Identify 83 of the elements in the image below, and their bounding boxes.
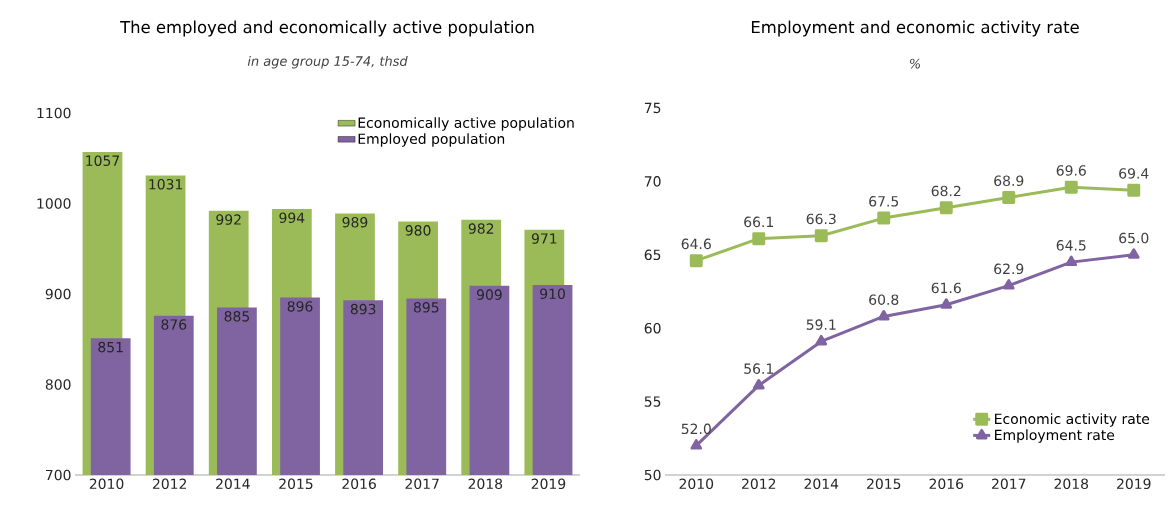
data-label: 910 bbox=[540, 288, 565, 300]
y-tick-label: 50 bbox=[644, 469, 661, 481]
data-label: 1031 bbox=[149, 178, 183, 190]
data-label: 992 bbox=[216, 214, 241, 225]
legend-label: Economically active population bbox=[358, 117, 574, 131]
data-label: 56.1 bbox=[744, 363, 773, 374]
x-tick-label: 2015 bbox=[279, 478, 313, 490]
data-label: 68.9 bbox=[994, 175, 1024, 187]
y-tick-label: 55 bbox=[644, 396, 661, 407]
x-tick-label: 2015 bbox=[867, 478, 901, 490]
data-label: 896 bbox=[287, 301, 313, 312]
data-label: 65.0 bbox=[1119, 232, 1149, 244]
x-tick-label: 2017 bbox=[992, 478, 1026, 490]
x-tick-label: 2019 bbox=[1117, 478, 1151, 490]
data-label: 62.9 bbox=[994, 263, 1024, 275]
y-tick-label: 1100 bbox=[37, 107, 71, 119]
y-tick-label: 1000 bbox=[37, 198, 71, 209]
point bbox=[1127, 248, 1140, 259]
point bbox=[1002, 279, 1015, 290]
data-label: 851 bbox=[98, 341, 123, 353]
chart-subtitle: in age group 15-74, thsd bbox=[247, 55, 408, 69]
point bbox=[1065, 255, 1078, 267]
point bbox=[940, 298, 953, 309]
legend-label: Economic activity rate bbox=[995, 413, 1150, 427]
chart-title: Employment and economic activity rate bbox=[751, 20, 1079, 37]
data-label: 61.6 bbox=[931, 282, 961, 294]
x-tick-label: 2012 bbox=[742, 478, 776, 490]
data-label: 876 bbox=[161, 319, 187, 330]
x-tick-label: 2016 bbox=[342, 478, 376, 490]
y-tick-label: 65 bbox=[644, 249, 661, 261]
data-label: 895 bbox=[413, 302, 439, 313]
data-label: 69.4 bbox=[1119, 168, 1149, 179]
chart-title: The employed and economically active population bbox=[120, 20, 534, 37]
data-label: 980 bbox=[405, 225, 431, 236]
x-tick-label: 2010 bbox=[679, 478, 714, 490]
data-label: 60.8 bbox=[869, 294, 899, 305]
data-label: 64.6 bbox=[681, 238, 711, 250]
data-label: 66.3 bbox=[806, 213, 836, 225]
x-tick-label: 2018 bbox=[468, 478, 503, 490]
data-label: 982 bbox=[468, 223, 494, 234]
y-tick-label: 75 bbox=[644, 102, 661, 114]
point bbox=[689, 254, 703, 268]
x-tick-label: 2014 bbox=[804, 478, 839, 490]
point bbox=[1127, 183, 1141, 197]
chart-subtitle: % bbox=[910, 58, 920, 69]
data-label: 893 bbox=[350, 303, 376, 315]
legend-label: Employed population bbox=[358, 133, 505, 147]
point bbox=[1064, 180, 1078, 194]
point bbox=[814, 229, 828, 243]
y-tick-label: 60 bbox=[644, 322, 661, 334]
y-tick-label: 800 bbox=[45, 379, 71, 390]
x-tick-label: 2019 bbox=[531, 478, 566, 490]
x-tick-label: 2014 bbox=[216, 478, 250, 490]
x-tick-label: 2018 bbox=[1054, 478, 1089, 490]
point bbox=[752, 232, 766, 246]
point bbox=[815, 334, 828, 346]
y-tick-label: 900 bbox=[45, 288, 71, 300]
x-tick-label: 2017 bbox=[405, 478, 439, 490]
y-tick-label: 700 bbox=[46, 469, 71, 481]
data-label: 66.1 bbox=[744, 216, 773, 228]
data-label: 67.5 bbox=[869, 196, 899, 207]
data-label: 885 bbox=[224, 311, 249, 322]
y-tick-label: 70 bbox=[644, 176, 661, 187]
point bbox=[690, 439, 703, 450]
data-label: 994 bbox=[279, 212, 305, 223]
data-label: 1057 bbox=[86, 155, 120, 166]
point bbox=[877, 309, 890, 321]
legend-label: Employment rate bbox=[995, 429, 1115, 443]
x-tick-label: 2010 bbox=[89, 478, 124, 490]
x-tick-label: 2016 bbox=[929, 478, 964, 490]
data-label: 52.0 bbox=[681, 423, 711, 435]
x-tick-label: 2012 bbox=[152, 478, 187, 490]
point bbox=[1002, 191, 1016, 205]
data-label: 989 bbox=[342, 216, 368, 228]
point bbox=[939, 201, 953, 215]
data-label: 68.2 bbox=[931, 185, 961, 197]
data-label: 59.1 bbox=[806, 319, 836, 330]
point bbox=[877, 211, 891, 225]
data-label: 909 bbox=[476, 289, 502, 300]
data-label: 64.5 bbox=[1056, 240, 1086, 251]
point bbox=[752, 378, 765, 390]
data-label: 69.6 bbox=[1056, 165, 1086, 176]
data-label: 971 bbox=[531, 233, 557, 244]
